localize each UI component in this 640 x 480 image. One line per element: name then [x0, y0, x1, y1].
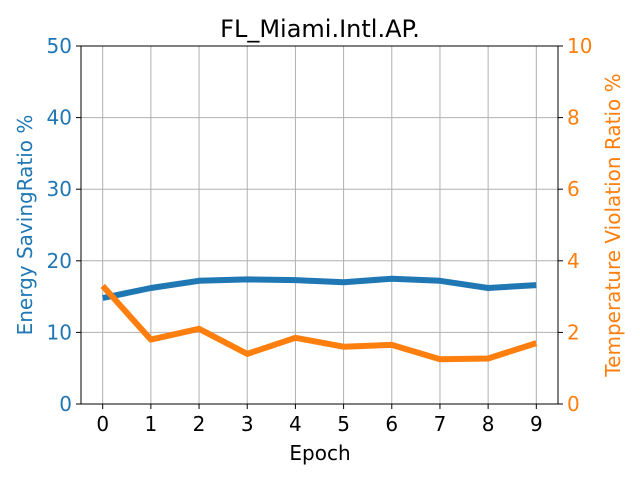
chart-title: FL_Miami.Intl.AP. — [220, 15, 420, 43]
x-axis: 0 1 2 3 4 5 6 7 8 9 — [96, 404, 543, 436]
y-axis-label-left: Energy SavingRatio % — [13, 115, 37, 336]
x-tick-label: 1 — [144, 412, 157, 436]
series-line-energy-saving — [102, 275, 537, 301]
x-tick-label: 6 — [385, 412, 398, 436]
y-tick-label-left: 50 — [47, 34, 72, 58]
y-axis-label-right: Temperature Violation Ratio % — [601, 73, 625, 377]
y-tick-label-right: 4 — [567, 249, 580, 273]
y-tick-label-right: 0 — [567, 392, 580, 416]
x-tick-label: 9 — [530, 412, 543, 436]
x-axis-label: Epoch — [289, 441, 350, 465]
y-tick-label-left: 20 — [47, 249, 72, 273]
y-tick-label-right: 2 — [567, 320, 580, 344]
x-tick-label: 7 — [434, 412, 447, 436]
y-tick-label-right: 8 — [567, 106, 580, 130]
grid — [81, 45, 558, 405]
x-tick-label: 2 — [193, 412, 206, 436]
series-line-temperature-violation — [100, 283, 538, 363]
series-lines — [100, 275, 538, 363]
x-tick-label: 8 — [482, 412, 495, 436]
y-tick-label-right: 6 — [567, 177, 580, 201]
y-axis-left: 0 10 20 30 40 50 — [47, 34, 81, 416]
plot-frame — [80, 45, 559, 405]
y-tick-label-left: 40 — [47, 106, 72, 130]
y-axis-right: 0 2 4 6 8 10 — [558, 34, 592, 416]
x-tick-label: 5 — [337, 412, 350, 436]
x-tick-label: 3 — [241, 412, 254, 436]
y-tick-label-left: 30 — [47, 177, 72, 201]
y-tick-label-left: 10 — [47, 320, 72, 344]
y-tick-label-right: 10 — [567, 34, 592, 58]
x-tick-label: 0 — [96, 412, 109, 436]
y-tick-label-left: 0 — [59, 392, 72, 416]
x-tick-label: 4 — [289, 412, 302, 436]
